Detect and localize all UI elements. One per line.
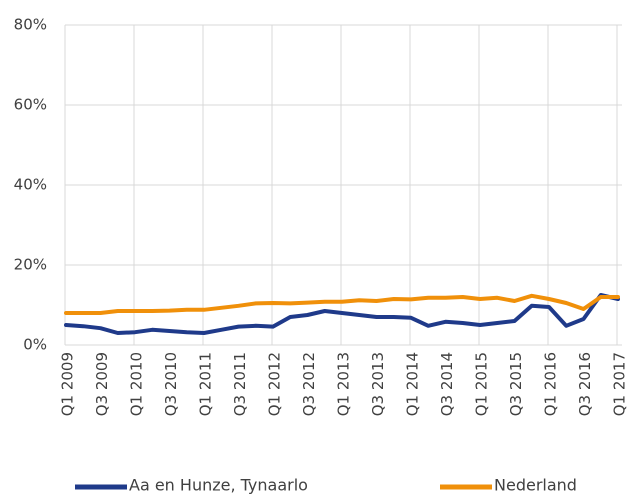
x-tick-label: Q1 2010: [128, 352, 146, 416]
x-tick-label: Q3 2009: [93, 352, 111, 416]
x-tick-label: Q3 2012: [300, 352, 318, 416]
x-tick-label: Q1 2011: [197, 352, 215, 416]
x-tick-label: Q3 2015: [507, 352, 525, 416]
x-tick-label: Q1 2012: [266, 352, 284, 416]
x-tick-label: Q1 2009: [59, 352, 77, 416]
legend-label: Aa en Hunze, Tynaarlo: [129, 476, 308, 495]
x-tick-label: Q3 2013: [369, 352, 387, 416]
x-tick-label: Q3 2011: [231, 352, 249, 416]
y-tick-label: 40%: [14, 176, 47, 194]
y-tick-label: 20%: [14, 256, 47, 274]
y-tick-label: 60%: [14, 96, 47, 114]
x-tick-label: Q1 2013: [335, 352, 353, 416]
legend-label: Nederland: [494, 476, 577, 495]
series-line: [64, 293, 620, 315]
y-tick-label: 80%: [14, 16, 47, 34]
y-tick-label: 0%: [23, 336, 47, 354]
x-tick-label: Q3 2016: [576, 352, 594, 416]
x-tick-label: Q1 2017: [611, 352, 629, 416]
series-line: [64, 293, 620, 335]
x-tick-label: Q3 2014: [438, 352, 456, 416]
x-tick-label: Q1 2014: [404, 352, 422, 416]
x-tick-label: Q1 2016: [542, 352, 560, 416]
x-tick-label: Q1 2015: [473, 352, 491, 416]
x-tick-label: Q3 2010: [162, 352, 180, 416]
